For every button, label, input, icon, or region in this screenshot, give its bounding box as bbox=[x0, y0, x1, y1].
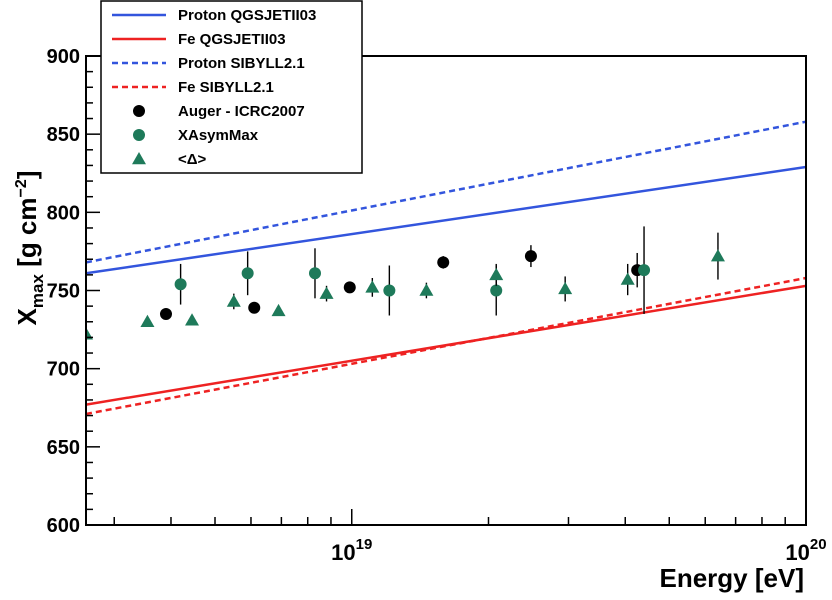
y-tick-label: 750 bbox=[47, 281, 80, 303]
y-tick-label: 800 bbox=[47, 202, 80, 224]
y-axis-title: Xmax [g cm−2] bbox=[12, 171, 47, 326]
point-xasymmax bbox=[638, 264, 651, 277]
legend-swatch-auger-icrc2007 bbox=[133, 105, 145, 117]
line-fe-qgsjetii03 bbox=[86, 284, 806, 406]
legend: Proton QGSJETII03 Fe QGSJETII03 Proton SIB… bbox=[100, 0, 363, 174]
data-points bbox=[86, 226, 725, 344]
point-auger-icrc2007 bbox=[248, 301, 261, 314]
legend-label-auger-icrc2007: Auger - ICRC2007 bbox=[178, 103, 305, 120]
point-delta bbox=[271, 303, 286, 317]
point-delta bbox=[319, 286, 334, 299]
point-delta bbox=[620, 272, 635, 285]
point-auger-icrc2007 bbox=[437, 256, 450, 269]
point-xasymmax bbox=[490, 284, 503, 297]
point-auger-icrc2007 bbox=[343, 281, 356, 294]
y-tick-label: 600 bbox=[47, 515, 80, 537]
x-tick-label: 1020 bbox=[785, 536, 826, 565]
point-xasymmax bbox=[241, 267, 254, 280]
legend-label-fe-sibyll2-1: Fe SIBYLL2.1 bbox=[178, 79, 274, 96]
point-delta bbox=[140, 314, 155, 328]
point-auger-icrc2007 bbox=[159, 307, 172, 320]
legend-label-delta: <Δ> bbox=[178, 151, 207, 168]
legend-label-proton-sibyll2-1: Proton SIBYLL2.1 bbox=[178, 55, 305, 72]
point-xasymmax bbox=[308, 267, 321, 280]
legend-swatch-delta bbox=[132, 152, 146, 165]
point-delta bbox=[558, 281, 573, 295]
x-tick-label: 1019 bbox=[331, 536, 372, 565]
point-xasymmax bbox=[174, 278, 187, 291]
line-proton-sibyll2-1 bbox=[86, 120, 806, 264]
legend-swatch-xasymmax bbox=[133, 129, 145, 141]
y-tick-label: 850 bbox=[47, 124, 80, 146]
point-xasymmax bbox=[383, 284, 396, 297]
line-proton-qgsjetii03 bbox=[86, 165, 806, 275]
y-tick-label: 650 bbox=[47, 437, 80, 459]
point-delta bbox=[185, 313, 200, 326]
line-fe-sibyll2-1 bbox=[86, 276, 806, 416]
y-axis-ticks: 600 650 700 750 800 850 900 bbox=[47, 46, 100, 537]
point-delta bbox=[419, 283, 434, 296]
y-tick-label: 900 bbox=[47, 46, 80, 68]
x-axis-title: Energy [eV] bbox=[660, 563, 805, 593]
point-delta bbox=[489, 267, 504, 281]
y-tick-label: 700 bbox=[47, 359, 80, 381]
legend-label-fe-qgsjetii03: Fe QGSJETII03 bbox=[178, 31, 286, 48]
point-auger-icrc2007 bbox=[524, 250, 537, 263]
x-axis-ticks: 1019 1020 bbox=[113, 509, 827, 565]
legend-label-proton-qgsjetii03: Proton QGSJETII03 bbox=[178, 7, 316, 24]
model-lines bbox=[86, 120, 806, 416]
legend-label-xasymmax: XAsymMax bbox=[178, 127, 259, 144]
point-delta bbox=[365, 280, 380, 293]
point-delta bbox=[86, 327, 93, 340]
point-delta bbox=[710, 249, 725, 262]
point-delta bbox=[226, 294, 241, 307]
